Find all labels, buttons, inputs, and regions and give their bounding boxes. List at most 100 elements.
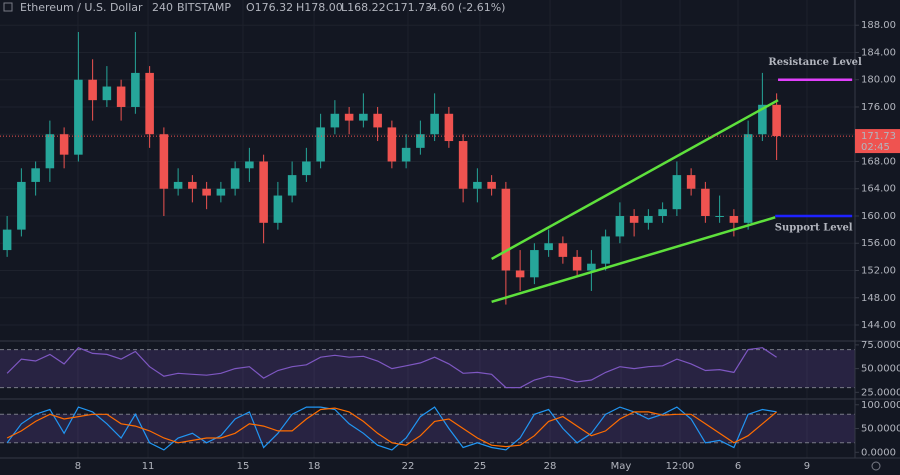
exchange: BITSTAMP	[177, 1, 231, 14]
y-tick-label: 184.00	[861, 47, 896, 58]
x-tick-label: 6	[735, 461, 741, 472]
settings-icon[interactable]	[871, 461, 881, 471]
candle-body	[715, 215, 724, 217]
candle-body	[131, 72, 140, 107]
x-tick-label: 8	[75, 461, 81, 472]
candle-body	[587, 263, 596, 271]
y-tick-label: 152.00	[861, 266, 896, 277]
y-tick-label: 176.00	[861, 102, 896, 113]
y-tick-label: 75.0000	[861, 340, 900, 351]
y-tick-label: 156.00	[861, 238, 896, 249]
legend-header: Ethereum / U.S. Dollar 240 BITSTAMP O176…	[3, 1, 505, 14]
candle-body	[373, 113, 382, 128]
plot-area	[0, 0, 855, 458]
candle-body	[259, 161, 268, 223]
x-tick-label: 11	[142, 461, 155, 472]
trendline	[491, 99, 779, 261]
candle-body	[743, 134, 753, 223]
x-tick-label: 22	[402, 461, 415, 472]
indicator-line	[6, 407, 777, 448]
candle-body	[772, 104, 781, 137]
candle-body	[501, 188, 511, 271]
candle-body	[758, 104, 767, 135]
candle-body	[359, 113, 368, 121]
y-tick-label: 50.0000	[861, 364, 900, 375]
x-tick-label: 9	[804, 461, 810, 472]
candle-body	[558, 243, 568, 257]
candle-body	[487, 181, 496, 189]
high: H178.00	[296, 1, 343, 14]
candle-body	[74, 79, 83, 155]
band-fill	[0, 349, 855, 388]
candle-body	[530, 250, 539, 278]
candle-body	[344, 113, 354, 121]
countdown-label: 02:45	[861, 142, 890, 153]
y-tick-label: 0.0000	[861, 447, 896, 458]
candle-body	[686, 175, 696, 189]
collapse-icon[interactable]	[3, 2, 13, 12]
trendline	[491, 216, 776, 304]
candle-body	[473, 181, 482, 189]
candle-body	[401, 147, 411, 162]
y-tick-label: 144.00	[861, 320, 896, 331]
candle-body	[173, 181, 183, 189]
candle-body	[330, 113, 340, 128]
candle-body	[88, 79, 97, 101]
x-tick-label: 25	[474, 461, 487, 472]
y-tick-label: 168.00	[861, 156, 896, 167]
candle-body	[45, 134, 55, 169]
candle-body	[116, 86, 126, 107]
candle-body	[316, 127, 325, 162]
candle-body	[17, 181, 26, 230]
low: L168.22	[341, 1, 386, 14]
candle-body	[629, 215, 639, 223]
candle-body	[701, 188, 710, 216]
last-price-tag	[855, 129, 900, 154]
candle-body	[102, 86, 112, 101]
candle-body	[515, 270, 525, 278]
candle-body	[615, 215, 625, 237]
change: -4.60 (-2.61%)	[426, 1, 505, 14]
candle-body	[601, 236, 610, 264]
y-tick-label: 180.00	[861, 75, 896, 86]
candle-body	[216, 188, 226, 196]
candle-body	[416, 134, 425, 148]
candle-body	[59, 134, 69, 155]
candle-body	[245, 161, 254, 169]
candle-body	[658, 209, 667, 216]
candle-body	[2, 229, 12, 251]
candle-body	[444, 113, 454, 142]
x-tick-label: May	[611, 461, 632, 472]
y-tick-label: 164.00	[861, 184, 896, 195]
close: C171.73	[386, 1, 432, 14]
interval: 240	[152, 1, 173, 14]
candle-body	[430, 113, 439, 135]
candle-body	[230, 168, 240, 189]
y-tick-label: 160.00	[861, 211, 896, 222]
y-tick-label: 25.0000	[861, 387, 900, 398]
x-tick-label: 15	[237, 461, 250, 472]
candle-body	[145, 72, 154, 135]
last-price-label: 171.73	[861, 131, 896, 142]
level-label: Support Level	[775, 222, 853, 233]
candle-body	[572, 256, 582, 271]
candle-body	[273, 195, 283, 223]
candle-body	[202, 188, 211, 196]
candle-body	[302, 161, 311, 176]
symbol: Ethereum / U.S. Dollar	[20, 1, 143, 14]
candle-body	[729, 215, 739, 223]
candle-body	[188, 181, 197, 189]
candle-body	[31, 168, 40, 182]
x-tick-label: 28	[544, 461, 557, 472]
y-tick-label: 188.00	[861, 20, 896, 31]
x-tick-label: 12:00	[666, 461, 695, 472]
candle-body	[672, 175, 682, 210]
candle-body	[644, 215, 653, 223]
level-label: Resistance Level	[768, 57, 862, 68]
candle-body	[387, 127, 397, 162]
indicator-line	[6, 406, 777, 451]
open: O176.32	[246, 1, 293, 14]
y-tick-label: 148.00	[861, 293, 896, 304]
indicator-line	[6, 346, 777, 389]
